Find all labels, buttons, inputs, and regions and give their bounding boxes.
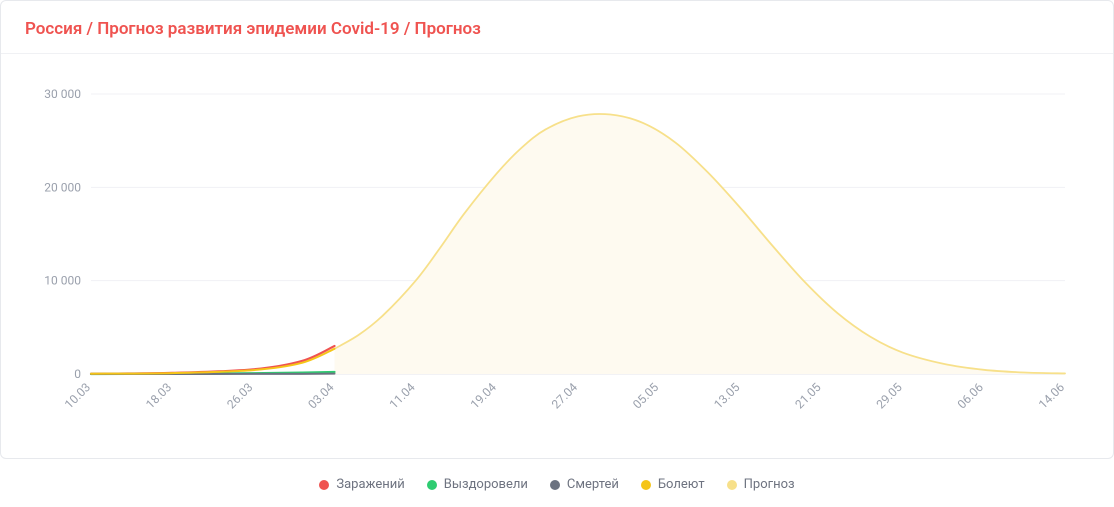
x-tick-label: 06.06 <box>955 380 986 411</box>
legend-label: Выздоровели <box>444 477 528 492</box>
x-tick: 19.04 <box>468 380 499 411</box>
x-tick-label: 03.04 <box>305 380 336 411</box>
x-tick-label: 18.03 <box>143 380 174 411</box>
chart-legend: Заражений Выздоровели Смертей Болеют Прогноз <box>0 459 1114 502</box>
x-tick: 26.03 <box>224 380 255 411</box>
x-tick-label: 27.04 <box>549 380 580 411</box>
x-tick-label: 26.03 <box>224 380 255 411</box>
x-tick-label: 29.05 <box>874 380 905 411</box>
x-tick: 10.03 <box>62 380 93 411</box>
x-tick-label: 14.06 <box>1036 380 1067 411</box>
y-tick-label: 30 000 <box>44 87 81 101</box>
card-title: Россия / Прогноз развития эпидемии Covid… <box>25 19 1089 39</box>
x-tick-label: 21.05 <box>792 380 823 411</box>
x-tick: 27.04 <box>549 380 580 411</box>
series-line <box>91 346 335 374</box>
x-tick: 03.04 <box>305 380 336 411</box>
chart-container: 0 10 000 20 000 30 000 10.03 18.03 26.03 03.04 1… <box>1 54 1113 458</box>
x-tick: 11.04 <box>387 380 418 411</box>
chart-card: Россия / Прогноз развития эпидемии Covid… <box>0 0 1114 459</box>
x-tick: 18.03 <box>143 380 174 411</box>
legend-dot <box>550 480 560 490</box>
legend-item[interactable]: Прогноз <box>727 477 795 492</box>
chart-svg: 0 10 000 20 000 30 000 10.03 18.03 26.03 03.04 1… <box>21 64 1095 444</box>
x-tick: 21.05 <box>792 380 823 411</box>
legend-dot <box>727 480 737 490</box>
x-tick: 13.05 <box>711 380 742 411</box>
legend-label: Прогноз <box>744 477 795 492</box>
x-tick-label: 10.03 <box>62 380 93 411</box>
legend-item[interactable]: Смертей <box>550 477 619 492</box>
card-header: Россия / Прогноз развития эпидемии Covid… <box>1 1 1113 54</box>
y-tick-label: 10 000 <box>44 274 81 288</box>
series-area <box>335 114 1066 374</box>
x-tick: 06.06 <box>955 380 986 411</box>
x-tick-label: 11.04 <box>387 380 418 411</box>
x-tick-label: 19.04 <box>468 380 499 411</box>
y-tick-label: 0 <box>74 367 81 381</box>
x-tick: 14.06 <box>1036 380 1067 411</box>
legend-label: Болеют <box>658 477 705 492</box>
legend-item[interactable]: Выздоровели <box>427 477 528 492</box>
x-tick: 29.05 <box>874 380 905 411</box>
legend-dot <box>641 480 651 490</box>
legend-label: Смертей <box>567 477 619 492</box>
x-tick-label: 05.05 <box>630 380 661 411</box>
x-tick-label: 13.05 <box>711 380 742 411</box>
legend-item[interactable]: Болеют <box>641 477 705 492</box>
y-tick-label: 20 000 <box>44 180 81 194</box>
legend-dot <box>427 480 437 490</box>
legend-dot <box>319 480 329 490</box>
legend-label: Заражений <box>336 477 404 492</box>
legend-item[interactable]: Заражений <box>319 477 404 492</box>
x-tick: 05.05 <box>630 380 661 411</box>
